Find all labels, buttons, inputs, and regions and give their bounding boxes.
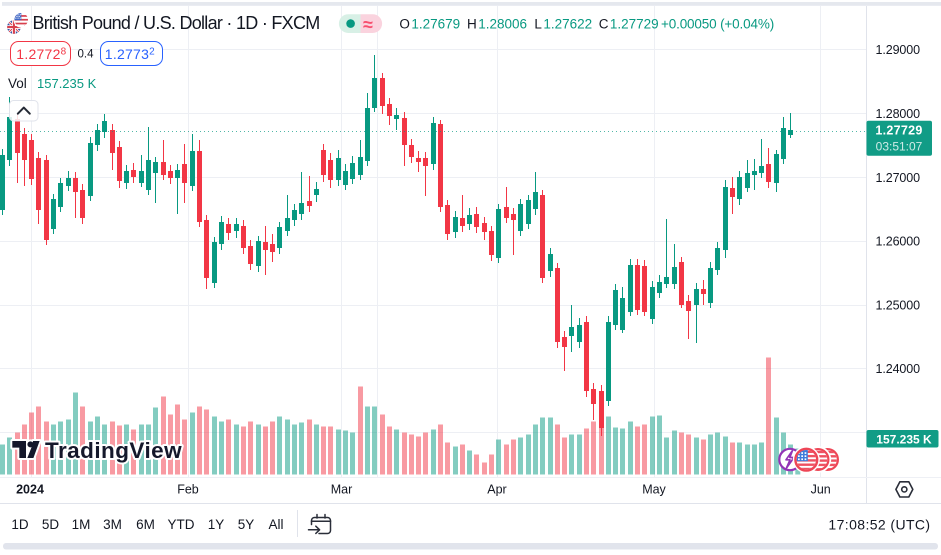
svg-text:03:51:07: 03:51:07 bbox=[876, 140, 923, 154]
svg-text:TradingView: TradingView bbox=[45, 438, 182, 463]
svg-text:TradingView: TradingView bbox=[45, 438, 182, 463]
svg-text:May: May bbox=[642, 483, 666, 497]
svg-text:157.235 K: 157.235 K bbox=[37, 76, 97, 91]
svg-text:1Y: 1Y bbox=[208, 517, 225, 532]
svg-text:Jun: Jun bbox=[811, 483, 831, 497]
svg-text:1.26000: 1.26000 bbox=[876, 235, 921, 249]
svg-text:1.24000: 1.24000 bbox=[876, 362, 921, 376]
svg-text:1.25000: 1.25000 bbox=[876, 298, 921, 312]
svg-text:≈: ≈ bbox=[363, 14, 373, 34]
svg-text:0.4: 0.4 bbox=[78, 49, 95, 61]
svg-text:5D: 5D bbox=[42, 517, 60, 532]
svg-text:1M: 1M bbox=[72, 517, 91, 532]
svg-text:1.27679: 1.27679 bbox=[411, 17, 460, 32]
svg-text:3M: 3M bbox=[103, 517, 122, 532]
svg-text:1.29000: 1.29000 bbox=[876, 43, 921, 57]
svg-text:Vol: Vol bbox=[8, 76, 27, 91]
svg-text:1D: 1D bbox=[11, 517, 29, 532]
svg-text:Mar: Mar bbox=[331, 483, 353, 497]
svg-text:YTD: YTD bbox=[168, 517, 195, 532]
svg-text:L: L bbox=[534, 17, 542, 32]
svg-text:1.28000: 1.28000 bbox=[876, 107, 921, 121]
svg-text:2024: 2024 bbox=[16, 483, 44, 497]
svg-text:5Y: 5Y bbox=[238, 517, 255, 532]
svg-text:Apr: Apr bbox=[487, 483, 506, 497]
svg-text:H: H bbox=[467, 17, 477, 32]
svg-text:C: C bbox=[599, 17, 609, 32]
svg-text:Feb: Feb bbox=[177, 483, 199, 497]
svg-text:O: O bbox=[399, 17, 410, 32]
svg-text:1.27728: 1.27728 bbox=[16, 46, 66, 62]
svg-text:1.28006: 1.28006 bbox=[478, 17, 527, 32]
svg-text:1.27729: 1.27729 bbox=[875, 124, 922, 138]
svg-text:1.27729: 1.27729 bbox=[610, 17, 659, 32]
svg-text:157.235 K: 157.235 K bbox=[876, 432, 932, 446]
svg-text:1.27000: 1.27000 bbox=[876, 171, 921, 185]
svg-text:1.27732: 1.27732 bbox=[105, 46, 155, 62]
svg-text:British Pound / U.S. Dollar ·: British Pound / U.S. Dollar · 1D · FXCM bbox=[33, 13, 320, 33]
svg-text:All: All bbox=[268, 517, 283, 532]
svg-text:17:08:52 (UTC): 17:08:52 (UTC) bbox=[828, 517, 930, 533]
svg-text:1.27622: 1.27622 bbox=[543, 17, 592, 32]
svg-text:+0.00050 (+0.04%): +0.00050 (+0.04%) bbox=[661, 17, 774, 32]
svg-text:6M: 6M bbox=[136, 517, 155, 532]
